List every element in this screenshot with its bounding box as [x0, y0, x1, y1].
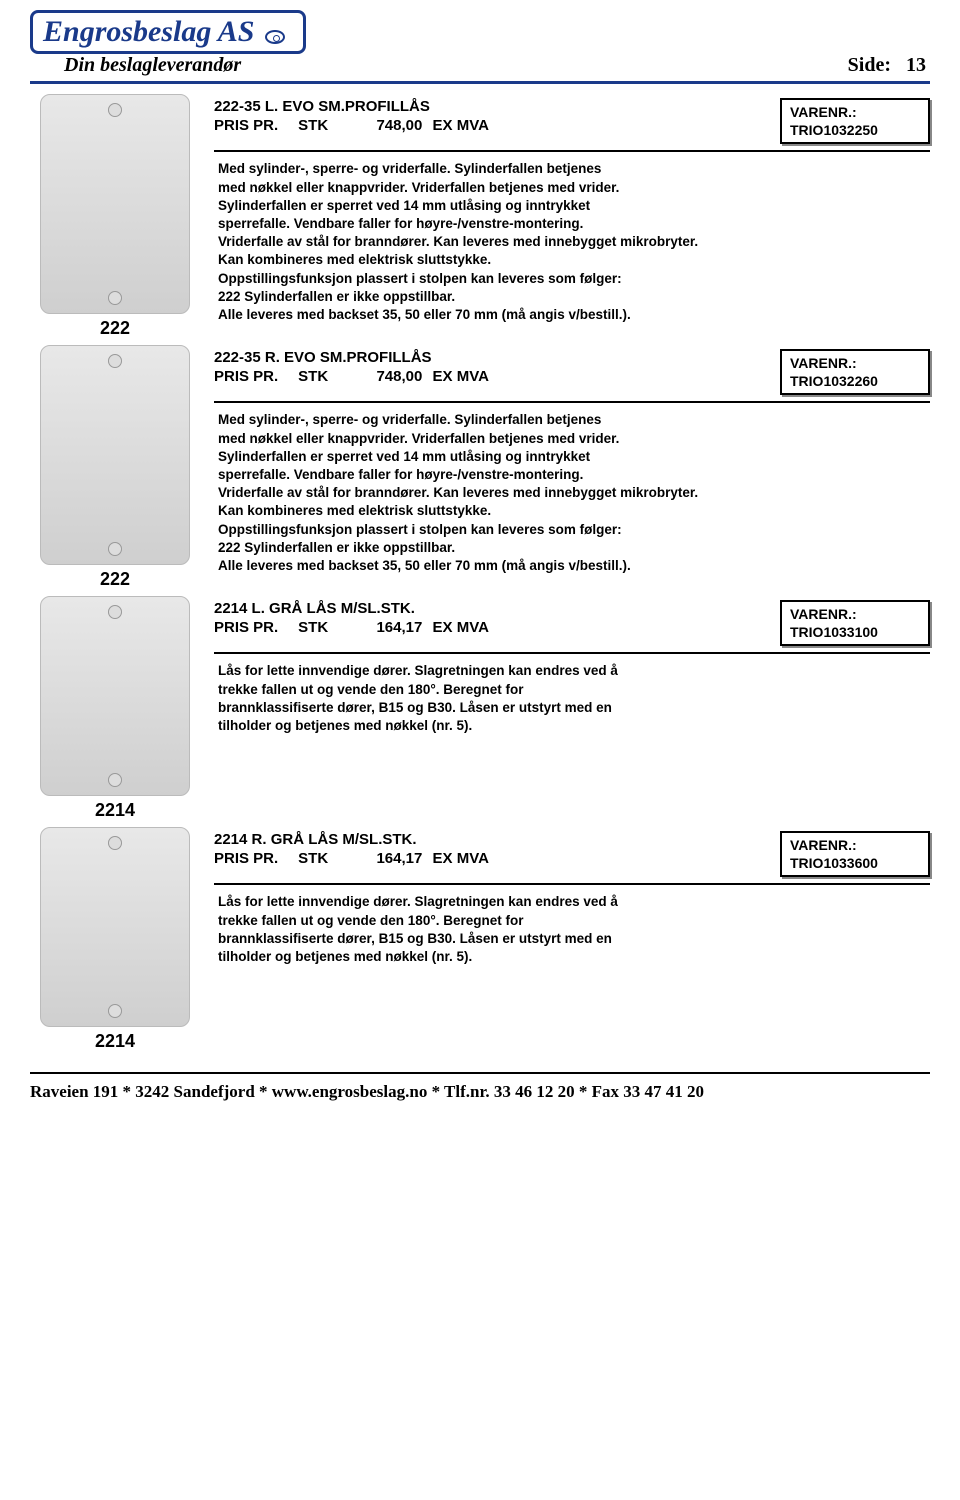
divider	[214, 883, 930, 885]
varenr-label: VARENR.:	[790, 605, 900, 623]
company-logo: Engrosbeslag AS	[30, 10, 306, 54]
company-name: Engrosbeslag AS	[43, 15, 254, 48]
article-number-box: VARENR.: TRIO1033100	[780, 600, 930, 646]
page-header: Engrosbeslag AS Din beslagleverandør Sid…	[30, 10, 930, 84]
page-number: 13	[906, 54, 926, 76]
article-number-box: VARENR.: TRIO1032260	[780, 349, 930, 395]
varenr-label: VARENR.:	[790, 354, 900, 372]
varenr-value: TRIO1032260	[790, 372, 900, 390]
page-footer: Raveien 191 * 3242 Sandefjord * www.engr…	[30, 1072, 930, 1110]
footer-text: Raveien 191 * 3242 Sandefjord * www.engr…	[30, 1082, 704, 1101]
varenr-value: TRIO1033100	[790, 623, 900, 641]
product-description: Med sylinder-, sperre- og vriderfalle. S…	[214, 411, 930, 575]
product-image	[40, 345, 190, 565]
product-block: 2214 2214 R. GRÅ LÅS M/SL.STK. PRIS PR. …	[30, 827, 930, 1052]
page-indicator: Side: 13	[848, 54, 926, 77]
varenr-label: VARENR.:	[790, 836, 900, 854]
product-title: 222-35 R. EVO SM.PROFILLÅS	[214, 349, 780, 366]
product-image-label: 222	[30, 569, 200, 590]
product-block: 2214 2214 L. GRÅ LÅS M/SL.STK. PRIS PR. …	[30, 596, 930, 821]
product-description: Lås for lette innvendige dører. Slagretn…	[214, 662, 930, 735]
side-label: Side:	[848, 54, 891, 76]
article-number-box: VARENR.: TRIO1033600	[780, 831, 930, 877]
product-description: Med sylinder-, sperre- og vriderfalle. S…	[214, 160, 930, 324]
product-block: 222 222-35 R. EVO SM.PROFILLÅS PRIS PR. …	[30, 345, 930, 590]
product-price: PRIS PR. STK 748,00 EX MVA	[214, 117, 780, 134]
varenr-label: VARENR.:	[790, 103, 900, 121]
product-price: PRIS PR. STK 164,17 EX MVA	[214, 619, 780, 636]
product-description: Lås for lette innvendige dører. Slagretn…	[214, 893, 930, 966]
divider	[214, 150, 930, 152]
product-title: 2214 L. GRÅ LÅS M/SL.STK.	[214, 600, 780, 617]
logo-icon	[265, 30, 285, 44]
product-image-label: 222	[30, 318, 200, 339]
product-title: 2214 R. GRÅ LÅS M/SL.STK.	[214, 831, 780, 848]
product-image-label: 2214	[30, 1031, 200, 1052]
varenr-value: TRIO1032250	[790, 121, 900, 139]
product-price: PRIS PR. STK 164,17 EX MVA	[214, 850, 780, 867]
product-block: 222 222-35 L. EVO SM.PROFILLÅS PRIS PR. …	[30, 94, 930, 339]
divider	[214, 401, 930, 403]
product-image	[40, 827, 190, 1027]
product-image	[40, 94, 190, 314]
product-title: 222-35 L. EVO SM.PROFILLÅS	[214, 98, 780, 115]
tagline: Din beslagleverandør	[64, 54, 241, 77]
divider	[214, 652, 930, 654]
product-image-label: 2214	[30, 800, 200, 821]
article-number-box: VARENR.: TRIO1032250	[780, 98, 930, 144]
product-image	[40, 596, 190, 796]
product-price: PRIS PR. STK 748,00 EX MVA	[214, 368, 780, 385]
varenr-value: TRIO1033600	[790, 854, 900, 872]
